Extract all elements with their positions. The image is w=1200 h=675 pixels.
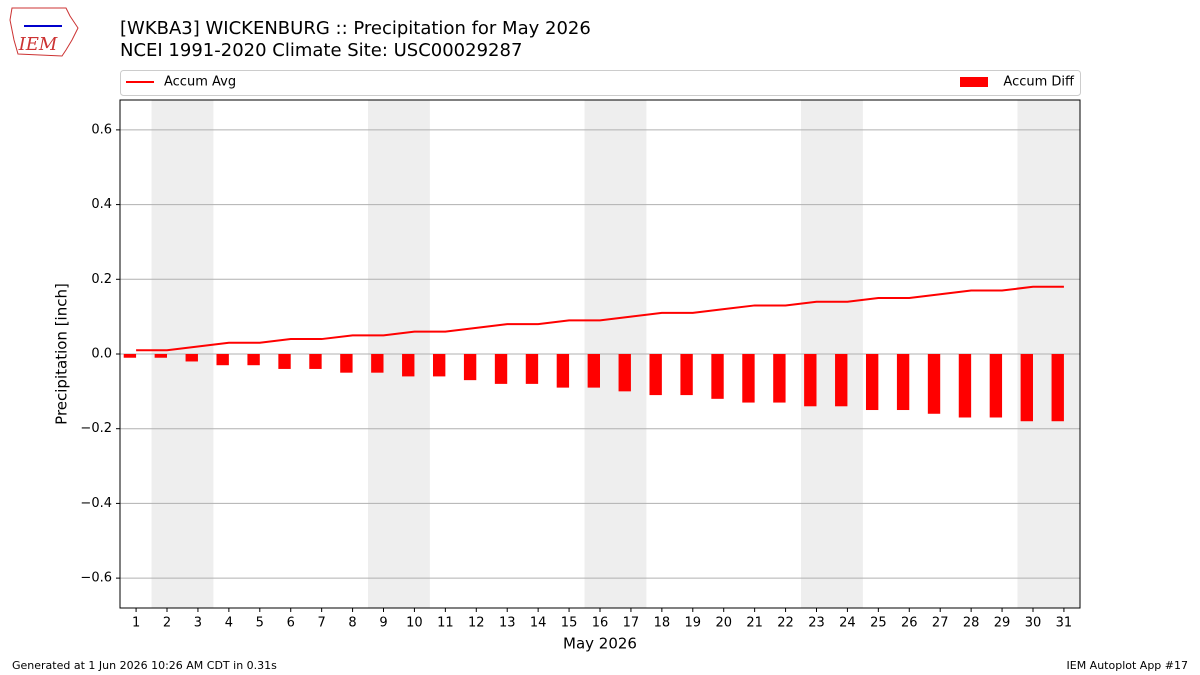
bar	[525, 354, 539, 384]
x-tick-label: 29	[994, 616, 1011, 631]
bar	[371, 354, 384, 373]
bar	[432, 354, 446, 377]
bar	[680, 354, 693, 396]
x-tick-label: 18	[654, 616, 671, 631]
bar	[123, 354, 137, 358]
bar	[309, 354, 322, 369]
bar	[1051, 354, 1064, 422]
footer-right: IEM Autoplot App #17	[1067, 659, 1189, 672]
bar	[402, 354, 415, 377]
bar	[278, 354, 291, 369]
y-tick-label: 0.2	[91, 272, 112, 287]
x-tick-label: 21	[746, 616, 763, 631]
chart-subtitle: NCEI 1991-2020 Climate Site: USC00029287	[120, 40, 522, 61]
line	[136, 285, 1064, 352]
bar	[649, 354, 662, 396]
y-tick-label: −0.4	[80, 496, 112, 511]
legend-box	[120, 70, 1081, 96]
bar	[742, 354, 755, 403]
y-tick-label: 0.6	[91, 122, 112, 137]
x-tick-label: 11	[437, 616, 454, 631]
x-tick-label: 28	[963, 616, 980, 631]
x-tick-label: 10	[406, 616, 423, 631]
x-tick-label: 24	[839, 616, 856, 631]
logo: IEM	[9, 7, 79, 57]
x-tick-label: 14	[530, 616, 547, 631]
y-tick-label: 0.0	[91, 347, 112, 362]
y-tick-label: −0.2	[80, 421, 112, 436]
x-tick-label: 4	[225, 616, 233, 631]
x-tick-label: 22	[777, 616, 794, 631]
bar	[711, 354, 724, 399]
x-tick-label: 3	[194, 616, 202, 631]
x-tick-label: 2	[163, 616, 171, 631]
x-tick-label: 16	[592, 616, 609, 631]
x-tick-label: 19	[685, 616, 702, 631]
bar	[989, 354, 1003, 418]
bar	[618, 354, 631, 392]
bar	[835, 354, 848, 407]
x-tick-label: 7	[318, 616, 326, 631]
x-tick-label: 9	[379, 616, 387, 631]
x-tick-label: 5	[256, 616, 264, 631]
x-tick-label: 13	[499, 616, 516, 631]
x-tick-label: 1	[132, 616, 140, 631]
logo-text: IEM	[18, 34, 58, 55]
x-tick-label: 23	[808, 616, 825, 631]
legend-label: Accum Avg	[164, 75, 236, 90]
bar	[340, 354, 353, 373]
bar	[804, 354, 817, 407]
legend-swatch	[960, 77, 988, 87]
bar	[185, 354, 198, 362]
x-tick-label: 8	[348, 616, 356, 631]
footer-left: Generated at 1 Jun 2026 10:26 AM CDT in …	[12, 659, 277, 672]
x-tick-label: 17	[623, 616, 640, 631]
x-tick-label: 6	[287, 616, 295, 631]
x-tick-label: 12	[468, 616, 485, 631]
bar	[958, 354, 972, 418]
bar	[463, 354, 477, 381]
x-tick-label: 20	[715, 616, 732, 631]
bar	[927, 354, 941, 414]
y-axis-label: Precipitation [inch]	[53, 283, 71, 425]
bar	[587, 354, 600, 388]
y-tick-label: 0.4	[91, 197, 112, 212]
plot-frame	[119, 99, 1081, 609]
bar	[865, 354, 879, 411]
bar	[154, 354, 168, 358]
bar	[247, 354, 260, 366]
chart-title: [WKBA3] WICKENBURG :: Precipitation for …	[120, 18, 591, 39]
bar	[494, 354, 508, 384]
x-tick-label: 26	[901, 616, 918, 631]
x-tick-label: 15	[561, 616, 578, 631]
legend-label: Accum Diff	[1003, 75, 1075, 90]
x-axis-label: May 2026	[563, 635, 637, 653]
x-tick-label: 27	[932, 616, 949, 631]
x-tick-label: 25	[870, 616, 887, 631]
y-tick-label: −0.6	[80, 571, 112, 586]
bar	[1020, 354, 1033, 422]
x-tick-label: 30	[1025, 616, 1042, 631]
bar	[216, 354, 229, 366]
bar	[556, 354, 570, 388]
logo-outline	[9, 7, 79, 57]
bar	[896, 354, 910, 411]
x-tick-label: 31	[1056, 616, 1073, 631]
bar	[773, 354, 786, 403]
